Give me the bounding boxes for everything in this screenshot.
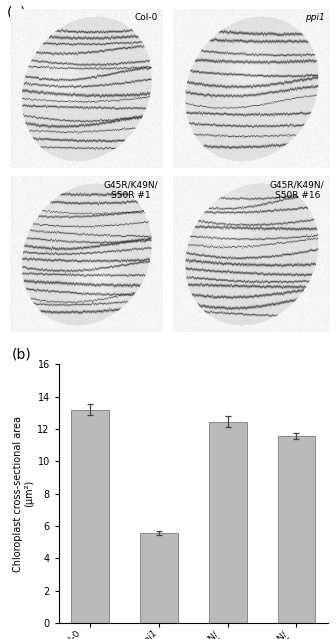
- Text: (a): (a): [7, 5, 26, 19]
- Bar: [278, 436, 316, 623]
- Text: ppi1: ppi1: [305, 13, 325, 22]
- Text: Col-0: Col-0: [135, 13, 158, 22]
- Bar: [209, 422, 247, 623]
- Y-axis label: Chloroplast cross-sectional area
(μm²): Chloroplast cross-sectional area (μm²): [13, 415, 35, 572]
- Bar: [140, 534, 178, 623]
- Text: (b): (b): [12, 347, 32, 361]
- Bar: [71, 410, 109, 623]
- Text: G45R/K49N/
S50R #1: G45R/K49N/ S50R #1: [104, 181, 158, 200]
- Text: G45R/K49N/
S50R #16: G45R/K49N/ S50R #16: [270, 181, 325, 200]
